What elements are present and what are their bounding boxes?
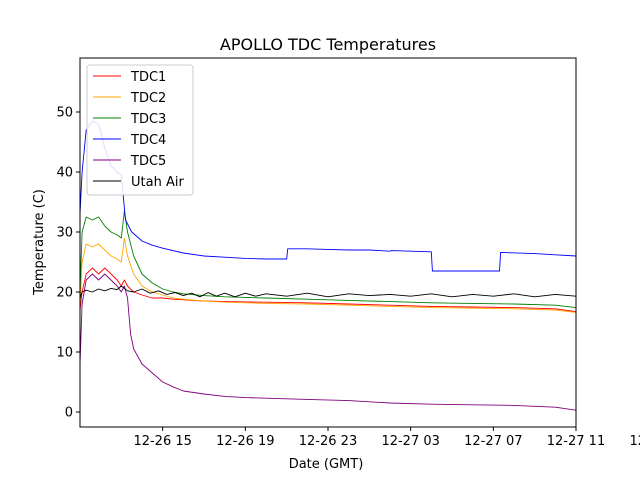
- y-tick-label: 30: [56, 226, 73, 241]
- legend: TDC1 TDC2 TDC3 TDC4 TDC5 Utah Air: [86, 64, 194, 196]
- legend-label: TDC2: [130, 91, 166, 106]
- x-tick-label: 12-26 19: [216, 434, 274, 449]
- x-tick-label: 12-27 15: [629, 434, 640, 449]
- y-tick-label: 0: [65, 406, 73, 421]
- series-line-tdc4: [80, 120, 576, 272]
- legend-label: TDC5: [130, 154, 166, 169]
- x-axis: 12-26 15 12-26 19 12-26 23 12-27 03 12-27 07…: [133, 427, 640, 449]
- y-tick-label: 40: [56, 166, 73, 181]
- chart-title: APOLLO TDC Temperatures: [220, 35, 436, 54]
- y-tick-label: 20: [56, 286, 73, 301]
- x-tick-label: 12-27 03: [381, 434, 439, 449]
- plot-frame: [79, 57, 577, 428]
- legend-label: TDC4: [130, 133, 166, 148]
- legend-label: Utah Air: [131, 175, 184, 190]
- y-tick-label: 50: [56, 106, 73, 121]
- x-axis-label: Date (GMT): [289, 457, 364, 472]
- y-tick-label: 10: [56, 346, 73, 361]
- x-tick-label: 12-26 23: [299, 434, 357, 449]
- y-axis-label: Temperature (C): [32, 189, 47, 296]
- x-tick-label: 12-26 15: [133, 434, 191, 449]
- series-line-utah-air: [80, 285, 576, 299]
- x-tick-label: 12-27 11: [547, 434, 605, 449]
- legend-label: TDC3: [130, 112, 166, 127]
- legend-label: TDC1: [130, 70, 166, 85]
- x-tick-label: 12-27 07: [464, 434, 522, 449]
- series-line-tdc5: [80, 273, 576, 411]
- y-axis: 0 10 20 30 40 50: [56, 106, 80, 421]
